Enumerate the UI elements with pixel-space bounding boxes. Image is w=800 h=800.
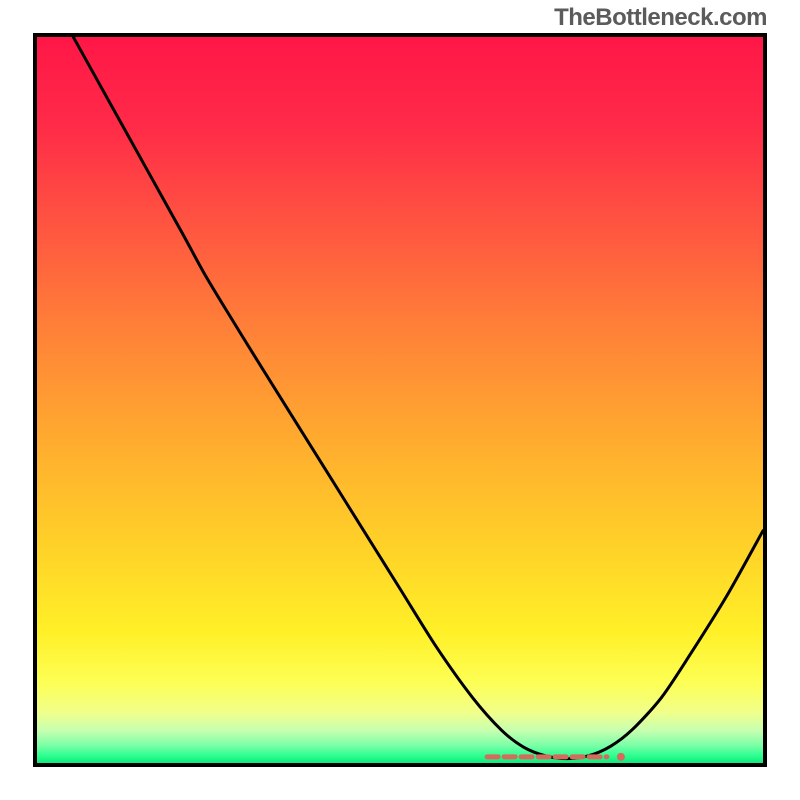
chart-overlay <box>37 37 763 763</box>
bottleneck-range-end-dot <box>617 753 625 761</box>
watermark-text: TheBottleneck.com <box>554 4 767 32</box>
plot-area <box>37 37 763 763</box>
bottleneck-curve <box>73 37 763 759</box>
